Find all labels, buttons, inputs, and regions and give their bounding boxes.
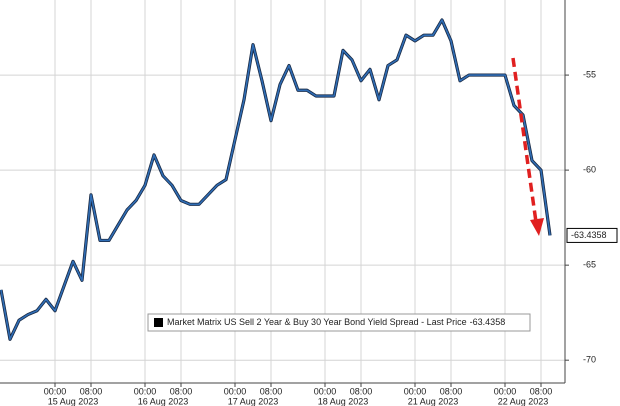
y-tick-label: -65 <box>583 260 596 270</box>
x-tick-label: 08:00 <box>260 386 283 396</box>
x-tick-label: 00:00 <box>404 386 427 396</box>
x-date-label: 16 Aug 2023 <box>138 396 189 406</box>
x-tick-label: 08:00 <box>530 386 553 396</box>
x-tick-label: 08:00 <box>350 386 373 396</box>
x-date-label: 18 Aug 2023 <box>318 396 369 406</box>
x-tick-label: 00:00 <box>134 386 157 396</box>
x-tick-label: 00:00 <box>494 386 517 396</box>
last-price-label: -63.4358 <box>571 230 607 240</box>
x-tick-label: 00:00 <box>224 386 247 396</box>
x-date-label: 15 Aug 2023 <box>48 396 99 406</box>
annotation-arrowhead <box>530 218 544 236</box>
legend-label: Market Matrix US Sell 2 Year & Buy 30 Ye… <box>167 317 505 327</box>
annotation-arrow <box>511 57 538 223</box>
x-tick-label: 00:00 <box>314 386 337 396</box>
x-tick-label: 08:00 <box>170 386 193 396</box>
series-line <box>0 19 551 341</box>
x-date-label: 17 Aug 2023 <box>228 396 279 406</box>
x-tick-label: 08:00 <box>80 386 103 396</box>
y-tick-label: -60 <box>583 164 596 174</box>
y-tick-label: -55 <box>583 69 596 79</box>
x-date-label: 21 Aug 2023 <box>408 396 459 406</box>
series-line-shadow <box>0 18 552 341</box>
last-price-box <box>566 227 618 243</box>
x-tick-label: 00:00 <box>44 386 67 396</box>
x-tick-label: 08:00 <box>440 386 463 396</box>
legend-series-name: Market Matrix US Sell 2 Year & Buy 30 Ye… <box>167 317 467 327</box>
legend-last-price: -63.4358 <box>470 317 506 327</box>
legend-box <box>147 313 531 332</box>
x-date-label: 22 Aug 2023 <box>498 396 549 406</box>
y-tick-label: -70 <box>583 355 596 365</box>
legend-swatch <box>154 318 163 327</box>
